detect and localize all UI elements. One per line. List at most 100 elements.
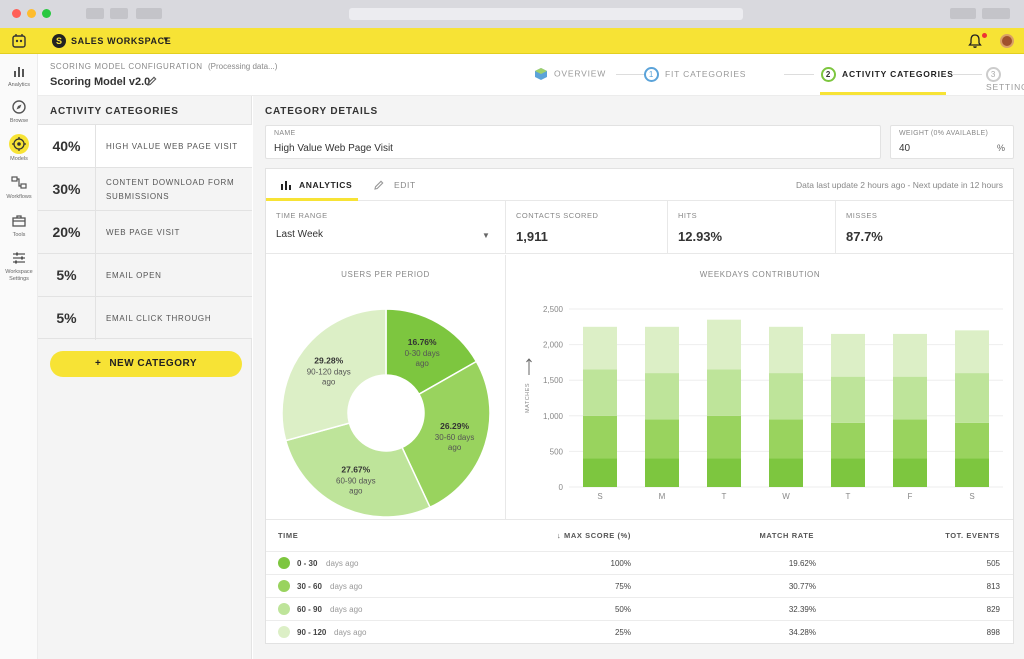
step-settings[interactable]: 3SETTINGS — [986, 67, 1024, 92]
close-window-button[interactable] — [12, 9, 21, 18]
new-category-button[interactable]: + NEW CATEGORY — [50, 351, 242, 377]
tab-analytics[interactable]: ANALYTICS — [266, 169, 358, 201]
name-input[interactable]: High Value Web Page Visit — [274, 143, 393, 154]
tab-edit[interactable]: EDIT — [370, 169, 430, 201]
rail-item-browse[interactable]: Browse — [0, 98, 38, 125]
back-button[interactable] — [86, 8, 104, 19]
bar-segment[interactable] — [583, 369, 617, 416]
table-row[interactable]: 60 - 90 days ago 50% 32.39% 829 — [266, 597, 1013, 620]
list-item[interactable]: 30% CONTENT DOWNLOAD FORM SUBMISSIONS — [38, 167, 252, 211]
workspace-switcher[interactable]: SALES WORKSPACE — [71, 36, 172, 46]
minimize-window-button[interactable] — [27, 9, 36, 18]
zoom-window-button[interactable] — [42, 9, 51, 18]
slice-label: 16.76% — [408, 337, 437, 347]
list-item[interactable]: 5% EMAIL OPEN — [38, 253, 252, 297]
name-field[interactable]: NAME High Value Web Page Visit — [265, 125, 881, 159]
list-item[interactable]: 5% EMAIL CLICK THROUGH — [38, 296, 252, 340]
bar-segment[interactable] — [831, 333, 865, 377]
table-row[interactable]: 30 - 60 days ago 75% 30.77% 813 — [266, 574, 1013, 597]
app-logo-icon[interactable] — [10, 32, 28, 50]
step-divider — [952, 74, 982, 75]
bar-segment[interactable] — [831, 376, 865, 423]
list-item[interactable]: 40% HIGH VALUE WEB PAGE VISIT — [38, 124, 252, 168]
share-button[interactable] — [950, 8, 976, 19]
bar-segment[interactable] — [769, 458, 803, 487]
bar-segment[interactable] — [707, 369, 741, 416]
contacts-scored-stat: CONTACTS SCORED 1,911 — [506, 201, 668, 254]
max-score: 75% — [614, 582, 631, 591]
avatar[interactable] — [1000, 34, 1014, 48]
category-name: EMAIL OPEN — [106, 270, 162, 280]
bar-segment[interactable] — [955, 458, 989, 487]
bar-segment[interactable] — [831, 458, 865, 487]
bar-segment[interactable] — [955, 330, 989, 374]
step-overview[interactable]: OVERVIEW — [534, 67, 606, 81]
table-row[interactable]: 0 - 30 days ago 100% 19.62% 505 — [266, 551, 1013, 574]
slice-sublabel: 60-90 days — [336, 476, 376, 485]
slice-sublabel: ago — [448, 443, 462, 452]
tot-events: 898 — [986, 628, 1000, 637]
rail-item-tools[interactable]: Tools — [0, 212, 38, 239]
bar-segment[interactable] — [769, 373, 803, 420]
column-header: MATCH RATE — [759, 531, 814, 540]
step-fit-categories[interactable]: 1 FIT CATEGORIES — [644, 67, 746, 82]
pie-slice[interactable] — [401, 360, 491, 509]
bar-segment[interactable] — [583, 415, 617, 459]
bar-segment[interactable] — [893, 333, 927, 377]
bar-segment[interactable] — [707, 319, 741, 370]
weight-input[interactable]: 40 — [899, 143, 911, 154]
bar-segment[interactable] — [893, 376, 927, 420]
match-rate: 30.77% — [788, 582, 816, 591]
pencil-icon[interactable] — [146, 75, 158, 87]
bar-segment[interactable] — [707, 458, 741, 487]
bar-segment[interactable] — [583, 326, 617, 370]
weight-field[interactable]: WEIGHT (0% AVAILABLE) 40 % — [890, 125, 1014, 159]
toolbox-icon — [12, 215, 26, 227]
rail-item-analytics[interactable]: Analytics — [0, 62, 38, 89]
rail-item-workflows[interactable]: Workflows — [0, 174, 38, 201]
users-per-period-chart: USERS PER PERIOD 16.76% 0-30 days ago 26.29… — [266, 255, 506, 520]
bar-segment[interactable] — [893, 419, 927, 459]
bar-segment[interactable] — [955, 373, 989, 423]
rail-item-workspace-settings[interactable]: Workspace Settings — [0, 249, 38, 283]
chevron-down-icon[interactable]: ▼ — [162, 35, 170, 44]
slice-label: 29.28% — [314, 355, 343, 365]
bar-segment[interactable] — [769, 419, 803, 459]
y-tick-label: 2,000 — [543, 341, 564, 350]
tabs-button[interactable] — [982, 8, 1010, 19]
time-range-select[interactable]: TIME RANGE Last Week ▼ — [266, 201, 506, 254]
period-range: 60 - 90 — [297, 605, 322, 614]
bar-segment[interactable] — [645, 458, 679, 487]
slice-sublabel: 0-30 days — [405, 349, 440, 358]
pie-slice[interactable] — [385, 308, 478, 396]
bar-segment[interactable] — [645, 419, 679, 459]
rail-item-models[interactable]: Models — [0, 134, 38, 163]
bar-segment[interactable] — [893, 458, 927, 487]
bar-segment[interactable] — [831, 422, 865, 459]
step-label: FIT CATEGORIES — [665, 68, 747, 79]
pie-slice[interactable] — [284, 422, 431, 518]
workspace-logo-icon: S — [52, 34, 66, 48]
address-bar[interactable] — [349, 8, 743, 20]
tab-activity-categories[interactable]: 2 ACTIVITY CATEGORIES — [821, 67, 954, 82]
bar-segment[interactable] — [769, 326, 803, 374]
column-header-sortable[interactable]: ↓ MAX SCORE (%) — [548, 531, 631, 540]
forward-button[interactable] — [110, 8, 128, 19]
pie-slice[interactable] — [281, 308, 387, 442]
bar-segment[interactable] — [645, 326, 679, 374]
table-row[interactable]: 90 - 120 days ago 25% 34.28% 898 — [266, 620, 1013, 643]
bar-segment[interactable] — [583, 458, 617, 487]
step-divider — [616, 74, 646, 75]
sidebar-toggle-button[interactable] — [136, 8, 162, 19]
bar-segment[interactable] — [645, 373, 679, 420]
bar-segment[interactable] — [955, 422, 989, 459]
list-item[interactable]: 20% WEB PAGE VISIT — [38, 210, 252, 254]
panel-title: ACTIVITY CATEGORIES — [50, 106, 179, 117]
bell-icon[interactable] — [966, 32, 984, 50]
bar-segment[interactable] — [707, 415, 741, 459]
analytics-card: ANALYTICS EDIT Data last update 2 hours … — [265, 168, 1014, 644]
browser-chrome — [0, 0, 1024, 28]
period-range: 30 - 60 — [297, 582, 322, 591]
x-tick-label: S — [969, 492, 974, 501]
column-header-label: MAX SCORE (%) — [564, 531, 631, 540]
